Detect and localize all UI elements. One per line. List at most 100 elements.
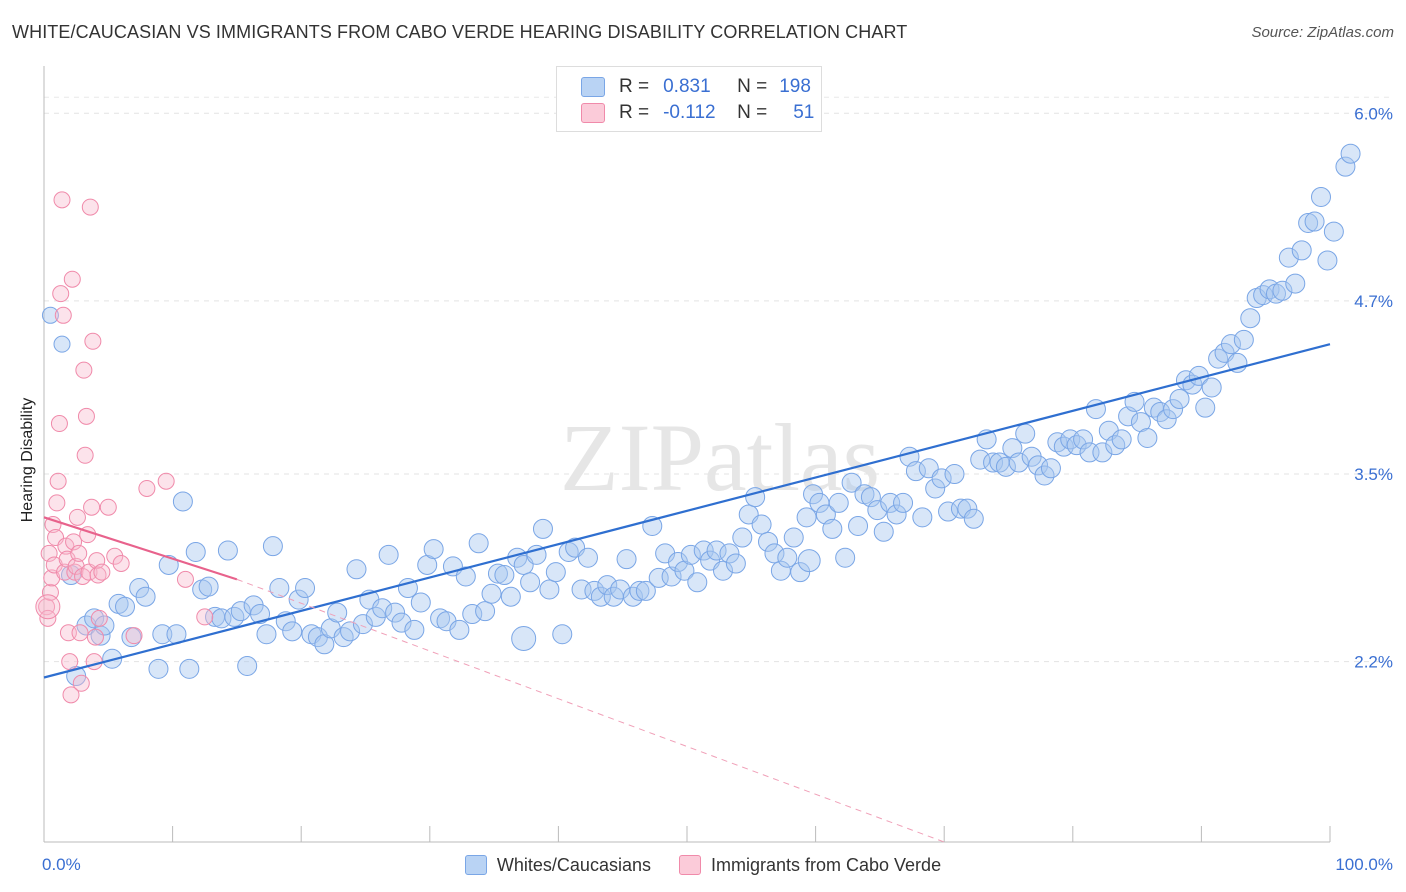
legend-label-cabo-verde: Immigrants from Cabo Verde [710, 854, 942, 875]
data-point-cabo-verde [99, 498, 117, 516]
legend-r-label: R = [619, 102, 650, 123]
trend-line-cabo-verde [43, 516, 238, 581]
data-point-whites [115, 596, 136, 617]
data-point-whites [494, 565, 515, 586]
data-point-whites [790, 562, 811, 583]
data-point-whites [295, 578, 316, 599]
data-point-whites [333, 627, 354, 648]
data-point-whites [873, 521, 894, 542]
data-point-whites [84, 608, 105, 629]
data-point-cabo-verde [52, 285, 70, 303]
data-point-whites [552, 624, 573, 645]
data-point-whites [751, 514, 772, 535]
data-point-whites [828, 492, 849, 513]
trend-line-whites [43, 343, 1331, 679]
y-tick-label: 6.0% [1354, 104, 1393, 123]
data-point-whites [1278, 247, 1299, 268]
data-point-whites [423, 539, 444, 560]
data-point-whites [680, 544, 701, 565]
data-point-cabo-verde [61, 653, 79, 671]
data-point-cabo-verde [57, 537, 75, 555]
data-point-whites [217, 540, 238, 561]
data-point-cabo-verde [84, 332, 102, 350]
data-point-cabo-verde [66, 563, 84, 581]
stats-legend: R = 0.831 N = 198 R = -0.112 N = 51 [556, 66, 822, 132]
whites-points [41, 143, 1361, 687]
data-point-whites [1066, 435, 1087, 456]
data-point-whites [1317, 250, 1338, 271]
data-point-cabo-verde [157, 472, 175, 490]
data-point-whites [1240, 308, 1261, 329]
data-point-cabo-verde [75, 361, 93, 379]
data-point-whites [1291, 240, 1312, 261]
data-point-whites [410, 592, 431, 613]
data-point-whites [539, 579, 560, 600]
x-tick-label-max: 100.0% [1335, 855, 1393, 874]
data-point-whites [172, 491, 193, 512]
data-point-cabo-verde [93, 563, 111, 581]
data-point-whites [584, 580, 605, 601]
data-point-whites [545, 562, 566, 583]
data-point-cabo-verde [125, 627, 143, 645]
data-point-whites [152, 624, 173, 645]
data-point-cabo-verde [196, 608, 214, 626]
legend-row-whites: R = 0.831 N = 198 [581, 73, 811, 101]
data-point-whites [764, 543, 785, 564]
data-point-whites [616, 549, 637, 570]
data-point-cabo-verde [68, 508, 86, 526]
data-point-cabo-verde [62, 686, 80, 704]
data-point-cabo-verde [35, 594, 61, 620]
legend-swatch-cabo-verde [581, 103, 605, 123]
data-point-whites [1208, 348, 1229, 369]
data-point-whites [648, 567, 669, 588]
data-point-whites [629, 580, 650, 601]
data-point-whites [340, 621, 361, 642]
data-point-whites [520, 572, 541, 593]
legend-swatch-whites [581, 77, 605, 97]
data-point-whites [1272, 280, 1293, 301]
data-point-whites [256, 624, 277, 645]
data-point-cabo-verde [81, 198, 99, 216]
data-point-whites [635, 580, 656, 601]
data-point-whites [198, 576, 219, 597]
legend-swatch-cabo-verde [678, 855, 701, 875]
data-point-cabo-verde [48, 494, 66, 512]
data-point-whites [378, 544, 399, 565]
data-point-whites [867, 500, 888, 521]
data-point-whites [135, 586, 156, 607]
data-point-whites [1340, 143, 1361, 164]
data-point-whites [385, 602, 406, 623]
data-point-whites [148, 658, 169, 679]
data-point-whites [455, 566, 476, 587]
data-point-whites [777, 547, 798, 568]
data-point-whites [758, 531, 779, 552]
data-point-whites [893, 492, 914, 513]
data-point-whites [925, 478, 946, 499]
data-point-whites [848, 515, 869, 536]
data-point-cabo-verde [106, 547, 124, 565]
data-point-whites [158, 554, 179, 575]
data-point-whites [713, 560, 734, 581]
data-point-whites [1111, 429, 1132, 450]
data-point-whites [571, 579, 592, 600]
data-point-whites [905, 461, 926, 482]
data-point-whites [346, 559, 367, 580]
legend-item-whites: Whites/Caucasians [464, 855, 651, 876]
data-point-whites [487, 563, 508, 584]
data-point-whites [706, 540, 727, 561]
data-point-cabo-verde [63, 270, 81, 288]
data-point-whites [282, 621, 303, 642]
data-point-whites [250, 604, 271, 625]
data-point-whites [1008, 452, 1029, 473]
data-point-whites [462, 604, 483, 625]
data-point-whites [449, 619, 470, 640]
data-point-whites [1285, 273, 1306, 294]
legend-n-value-cabo-verde: 51 [793, 102, 815, 123]
data-point-cabo-verde [77, 407, 95, 425]
data-point-whites [1092, 442, 1113, 463]
legend-swatch-whites [464, 855, 487, 875]
data-point-whites [835, 547, 856, 568]
data-point-whites [912, 507, 933, 528]
data-point-whites [687, 572, 708, 593]
data-point-whites [970, 449, 991, 470]
